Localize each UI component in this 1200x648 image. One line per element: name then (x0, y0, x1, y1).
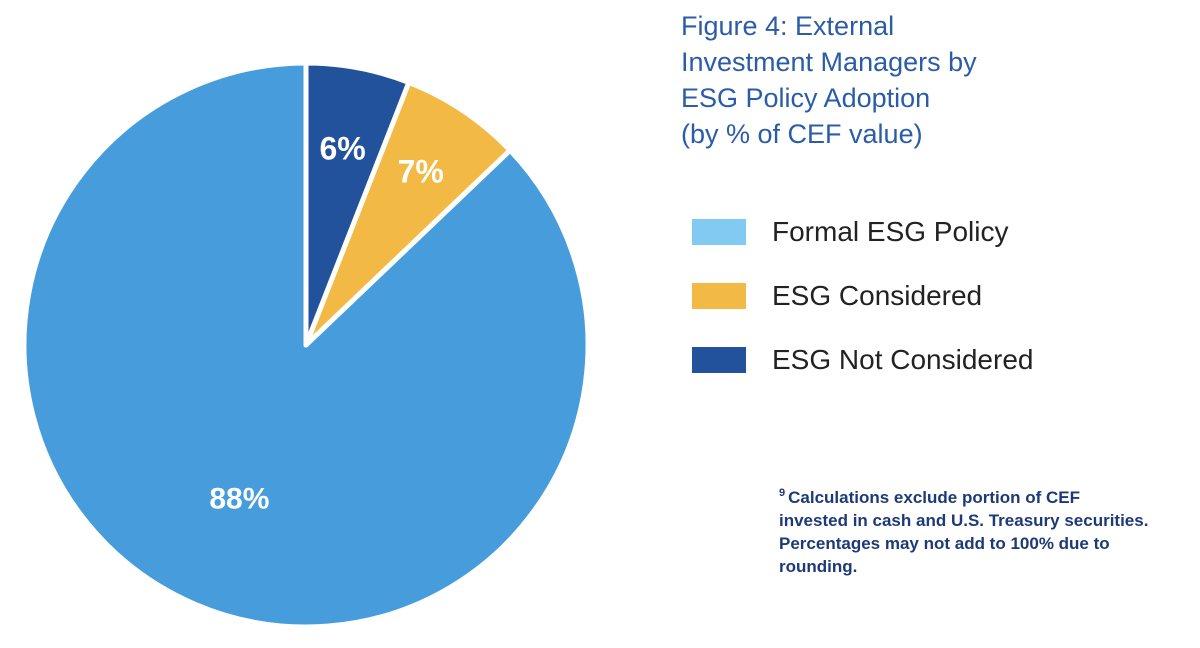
chart-title: Figure 4: External Investment Managers b… (681, 8, 1181, 152)
pie-slice-esg-not-considered (303, 60, 412, 348)
footnote-line-3: Percentages may not add to 100% due to (779, 534, 1110, 553)
chart-legend: Formal ESG Policy ESG Considered ESG Not… (692, 200, 1033, 392)
legend-label-esg-considered: ESG Considered (772, 280, 983, 311)
pie-label-esg-considered: 7% (398, 154, 444, 190)
chart-title-line-4: (by % of CEF value) (681, 119, 923, 149)
chart-title-line-3: ESG Policy Adoption (681, 83, 931, 113)
legend-item-esg-not-considered: ESG Not Considered (692, 328, 1033, 392)
legend-swatch-esg-not-considered (692, 347, 746, 373)
legend-swatch-esg-considered (692, 283, 746, 309)
legend-item-esg-considered: ESG Considered (692, 264, 1033, 328)
chart-title-line-1: Figure 4: External (681, 11, 895, 41)
footnote-line-4: rounding. (779, 557, 858, 576)
footnote-line-1: 9 Calculations exclude portion of CEF (779, 487, 1080, 507)
legend-label-esg-not-considered: ESG Not Considered (772, 344, 1034, 375)
pie-label-esg-not-considered: 6% (319, 130, 365, 166)
legend-item-formal-esg-policy: Formal ESG Policy (692, 200, 1033, 264)
legend-label-formal-esg-policy: Formal ESG Policy (772, 216, 1009, 247)
pie-label-formal-esg-policy: 88% (209, 483, 269, 516)
pie-chart: 88% 7% 6% (24, 60, 588, 627)
footnote: 9 Calculations exclude portion of CEF inv… (779, 482, 1199, 578)
footnote-text-1: Calculations exclude portion of CEF (788, 488, 1080, 507)
footnote-line-2: invested in cash and U.S. Treasury secur… (779, 511, 1149, 530)
legend-swatch-formal-esg-policy (692, 219, 746, 245)
chart-title-line-2: Investment Managers by (681, 47, 977, 77)
footnote-marker: 9 (779, 487, 786, 499)
